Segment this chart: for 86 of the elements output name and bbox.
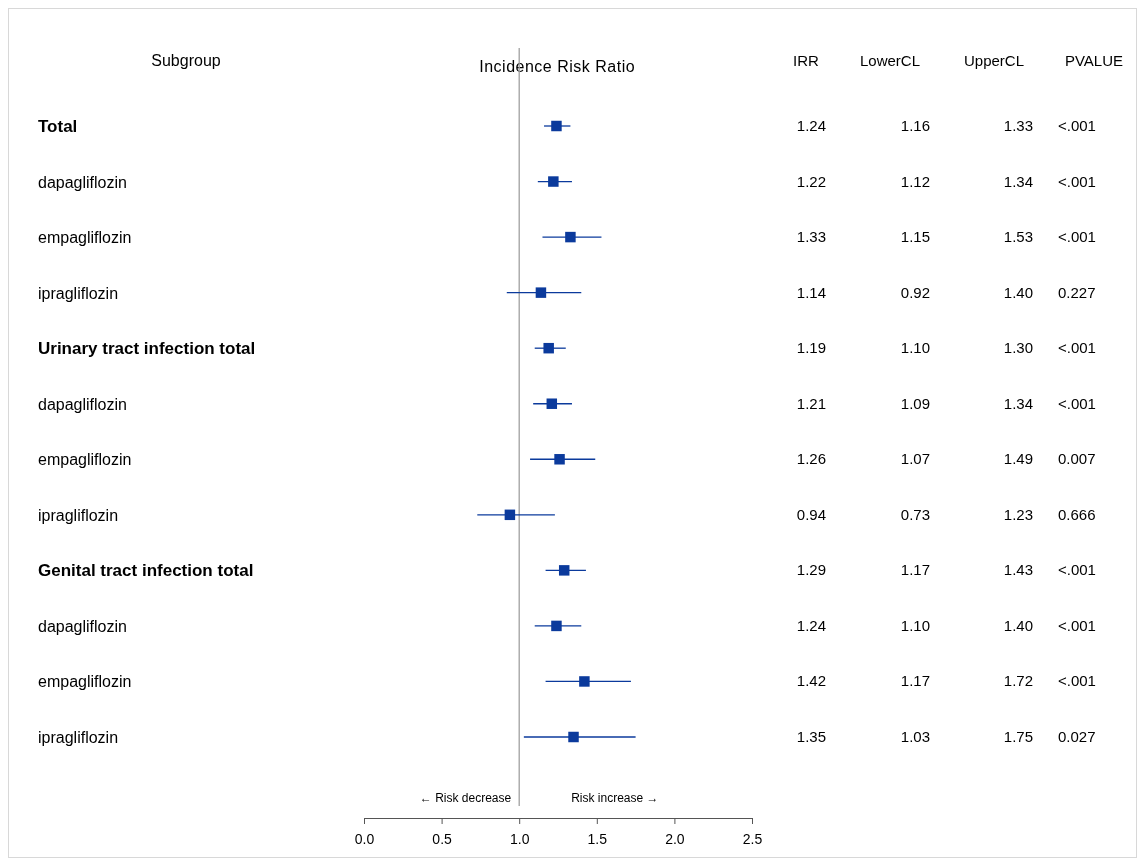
- text: 0.666: [1058, 505, 1096, 523]
- point: [554, 454, 565, 465]
- text: 1.10: [900, 616, 930, 634]
- data-label: 1.14: [796, 283, 826, 301]
- text: 0.007: [1058, 450, 1096, 468]
- text: 1.12: [900, 172, 930, 190]
- text: 1.07: [900, 450, 930, 468]
- x-tick-label: 2.0: [665, 830, 685, 847]
- text: 0.73: [900, 505, 930, 523]
- text: 1.53: [1003, 228, 1033, 246]
- text: 1.15: [900, 228, 930, 246]
- data-label: 1.29: [796, 561, 826, 579]
- data-label: 1.35: [796, 728, 826, 745]
- text: 1.17: [900, 672, 930, 690]
- data-label: 1.19: [796, 339, 826, 357]
- x-tick-label: 1.0: [509, 830, 530, 847]
- text: LowerCL: [859, 52, 921, 69]
- text: 1.75: [1003, 728, 1033, 745]
- y-tick-label: empagliflozin: [38, 451, 132, 469]
- data-label: 1.26: [796, 450, 826, 468]
- text: 1.34: [1003, 172, 1033, 190]
- text: Incidence Risk Ratio: [479, 58, 636, 75]
- point: [543, 342, 554, 354]
- y-tick-label: dapagliflozin: [38, 395, 127, 413]
- text: IRR: [793, 52, 820, 69]
- text: 1.40: [1003, 283, 1033, 301]
- data-label: 1.24: [796, 616, 826, 634]
- data-label: 1.21: [796, 394, 826, 412]
- text: <.001: [1058, 561, 1096, 579]
- point: [579, 676, 590, 687]
- point: [504, 509, 516, 521]
- text: 1.17: [900, 561, 930, 579]
- text: PVALUE: [1064, 52, 1124, 69]
- y-tick-label: Genital tract infection total: [38, 561, 254, 581]
- text: 0.92: [900, 283, 930, 301]
- text: <.001: [1058, 117, 1096, 134]
- x-tick-label: 2.5: [742, 830, 763, 847]
- x-tick-label: 0.0: [354, 830, 375, 847]
- annotation: ← Risk decrease: [419, 791, 512, 805]
- text: 1.03: [900, 728, 930, 745]
- y-tick-label: Urinary tract infection total: [38, 339, 256, 359]
- text: 0.227: [1058, 283, 1096, 301]
- point: [535, 287, 547, 298]
- point: [568, 731, 579, 743]
- text: 1.09: [900, 394, 930, 412]
- point: [558, 565, 570, 576]
- y-tick-label: empagliflozin: [38, 673, 132, 691]
- point: [548, 176, 559, 187]
- text: 1.34: [1003, 394, 1033, 412]
- y-tick-label: Total: [38, 117, 78, 136]
- text: 1.33: [1003, 117, 1033, 134]
- point: [546, 398, 558, 409]
- text: <.001: [1058, 672, 1096, 690]
- text: 1.43: [1003, 561, 1033, 579]
- text: 1.10: [900, 339, 930, 357]
- point: [551, 620, 562, 632]
- text: 1.40: [1003, 616, 1033, 634]
- data-label: 1.24: [796, 117, 826, 134]
- y-tick-label: dapagliflozin: [38, 617, 127, 635]
- y-tick-label: ipragliflozin: [38, 506, 119, 524]
- point: [565, 231, 576, 243]
- point: [551, 120, 562, 132]
- text: <.001: [1058, 172, 1096, 190]
- data-label: 1.33: [796, 228, 826, 246]
- y-tick-label: dapagliflozin: [38, 173, 127, 191]
- text: 1.30: [1003, 339, 1033, 357]
- annotation: Risk increase →: [571, 791, 659, 805]
- text: 1.49: [1003, 450, 1033, 468]
- text: UpperCL: [963, 52, 1025, 69]
- text: <.001: [1058, 394, 1096, 412]
- data-label: 0.94: [796, 505, 826, 523]
- y-axis-title: Subgroup: [151, 52, 221, 69]
- text: 1.23: [1003, 505, 1033, 523]
- data-label: 1.42: [796, 672, 826, 690]
- x-tick-label: 1.5: [587, 830, 608, 847]
- x-tick-label: 0.5: [432, 830, 453, 847]
- data-label: 1.22: [796, 172, 826, 190]
- text: <.001: [1058, 616, 1096, 634]
- text: <.001: [1058, 339, 1096, 357]
- text: 0.027: [1058, 728, 1096, 745]
- text: <.001: [1058, 228, 1096, 246]
- y-tick-label: ipragliflozin: [38, 729, 119, 746]
- text: 1.16: [900, 117, 930, 134]
- y-tick-label: ipragliflozin: [38, 284, 119, 302]
- y-tick-label: empagliflozin: [38, 229, 132, 247]
- text: 1.72: [1003, 672, 1033, 690]
